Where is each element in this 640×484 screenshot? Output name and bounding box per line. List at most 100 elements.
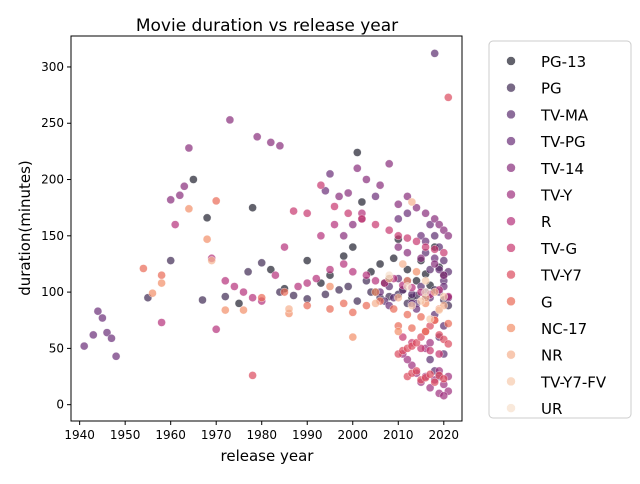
data-point-tv-14-22 — [394, 242, 403, 252]
x-axis: 1940 1950 1960 1970 1980 1990 2000 2010 2020 — [64, 421, 459, 442]
data-point-tv-pg-0 — [93, 306, 103, 316]
data-point-tv-14-9 — [343, 188, 353, 198]
data-point-pg-13-21 — [412, 276, 421, 286]
data-point-nc-17-10 — [394, 327, 403, 336]
data-point-r-11 — [293, 282, 303, 291]
y-tick-label: 300 — [41, 60, 64, 74]
data-point-pg-13-29 — [266, 265, 276, 274]
data-point-pg-13-28 — [234, 299, 244, 308]
data-point-tv-g-1 — [302, 209, 312, 218]
data-point-tv-ma-18 — [439, 256, 449, 265]
data-point-pg-7 — [289, 291, 298, 300]
data-point-tv-y7-3 — [412, 366, 421, 376]
data-point-tv-y7-15 — [412, 338, 421, 348]
data-point-r-6 — [239, 287, 248, 297]
data-point-tv-ma-2 — [430, 49, 439, 58]
legend-marker — [506, 243, 516, 253]
data-point-nc-17-8 — [348, 332, 358, 342]
data-point-tv-14-11 — [362, 175, 371, 184]
data-point-nr-0 — [207, 256, 216, 265]
data-point-g-15 — [444, 319, 453, 328]
data-point-tv-14-12 — [375, 180, 385, 190]
legend-label: TV-G — [540, 240, 577, 258]
data-point-nc-17-2 — [184, 204, 194, 214]
data-point-tv-14-8 — [334, 192, 344, 201]
chart-title: Movie duration vs release year — [136, 16, 398, 36]
data-point-tv-14-27 — [339, 231, 348, 241]
data-point-tv-g-11 — [421, 242, 430, 252]
data-point-tv-y7-fv-1 — [416, 296, 426, 306]
data-point-pg-5 — [257, 258, 266, 268]
data-point-pg-13-7 — [339, 251, 348, 261]
data-point-pg-10 — [334, 285, 344, 295]
legend-marker — [506, 349, 516, 360]
legend-marker — [506, 216, 516, 226]
data-point-nc-17-4 — [221, 305, 230, 315]
data-point-pg-13-2 — [248, 203, 257, 212]
data-point-tv-y-9 — [403, 355, 412, 364]
data-point-nr-9 — [371, 299, 380, 308]
legend-label: G — [541, 293, 553, 311]
legend-label: TV-Y7 — [540, 267, 582, 285]
x-tick-label: 2010 — [383, 428, 414, 442]
data-point-tv-14-4 — [225, 115, 235, 125]
y-tick-label: 150 — [41, 229, 64, 243]
data-point-tv-ma-14 — [425, 265, 435, 274]
data-point-pg-23 — [343, 282, 353, 291]
plot-frame — [70, 35, 463, 422]
data-point-tv-y7-6 — [425, 370, 435, 379]
data-point-tv-g-4 — [343, 209, 353, 218]
data-point-r-16 — [348, 267, 358, 277]
legend-label: PG-13 — [541, 53, 586, 71]
data-point-tv-pg-12 — [416, 231, 426, 241]
legend: PG-13 PG TV-MA TV-PG TV-14 TV-Y R TV-G TV-Y7 G NC-… — [488, 40, 632, 419]
data-point-tv-g-12 — [430, 245, 439, 254]
x-tick-label: 1990 — [292, 428, 323, 442]
legend-marker — [506, 82, 516, 93]
data-point-tv-pg-7 — [321, 186, 330, 196]
data-point-tv-y-2 — [425, 383, 435, 393]
data-point-r-7 — [248, 293, 257, 302]
x-tick-label: 1960 — [155, 428, 186, 442]
data-point-tv-y7-fv-4 — [439, 292, 449, 301]
data-point-g-4 — [280, 287, 289, 297]
legend-label: NC-17 — [541, 320, 587, 338]
y-tick-label: 50 — [49, 341, 64, 355]
data-point-tv-14-6 — [266, 138, 276, 147]
y-tick-label: 100 — [41, 285, 64, 299]
data-point-pg-9 — [321, 290, 330, 299]
data-point-tv-14-21 — [444, 231, 453, 241]
data-point-tv-pg-4 — [107, 334, 116, 343]
y-axis-label: duration(minutes) — [16, 160, 34, 296]
legend-marker — [506, 189, 516, 200]
data-point-tv-y7-16 — [416, 332, 426, 342]
data-point-r-18 — [371, 276, 380, 286]
data-point-tv-pg-2 — [89, 330, 98, 340]
legend-marker — [506, 376, 516, 387]
data-point-tv-y-12 — [439, 391, 449, 400]
x-tick-label: 2020 — [429, 428, 460, 442]
data-point-r-15 — [339, 259, 348, 269]
legend-label: NR — [541, 347, 563, 365]
data-point-tv-g-10 — [412, 237, 421, 246]
data-point-r-27 — [316, 231, 326, 241]
legend-label: TV-Y7-FV — [540, 373, 607, 391]
data-point-g-13 — [416, 312, 426, 322]
data-point-tv-ma-16 — [430, 231, 439, 241]
legend-marker — [506, 269, 516, 280]
data-point-tv-pg-6 — [79, 341, 89, 351]
data-point-tv-14-25 — [430, 259, 439, 269]
data-point-tv-y-14 — [425, 338, 435, 348]
data-point-pg-11 — [353, 296, 362, 306]
data-point-tv-y7-7 — [430, 377, 439, 387]
data-point-nc-17-0 — [148, 288, 157, 298]
data-point-r-5 — [230, 282, 239, 291]
data-point-tv-pg-8 — [325, 169, 335, 179]
data-point-tv-g-7 — [384, 225, 394, 235]
legend-marker — [506, 109, 516, 120]
data-point-tv-14-2 — [180, 182, 189, 191]
points-layer — [79, 49, 453, 400]
x-tick-label: 1940 — [64, 428, 95, 442]
data-point-pg-13-19 — [403, 265, 412, 274]
